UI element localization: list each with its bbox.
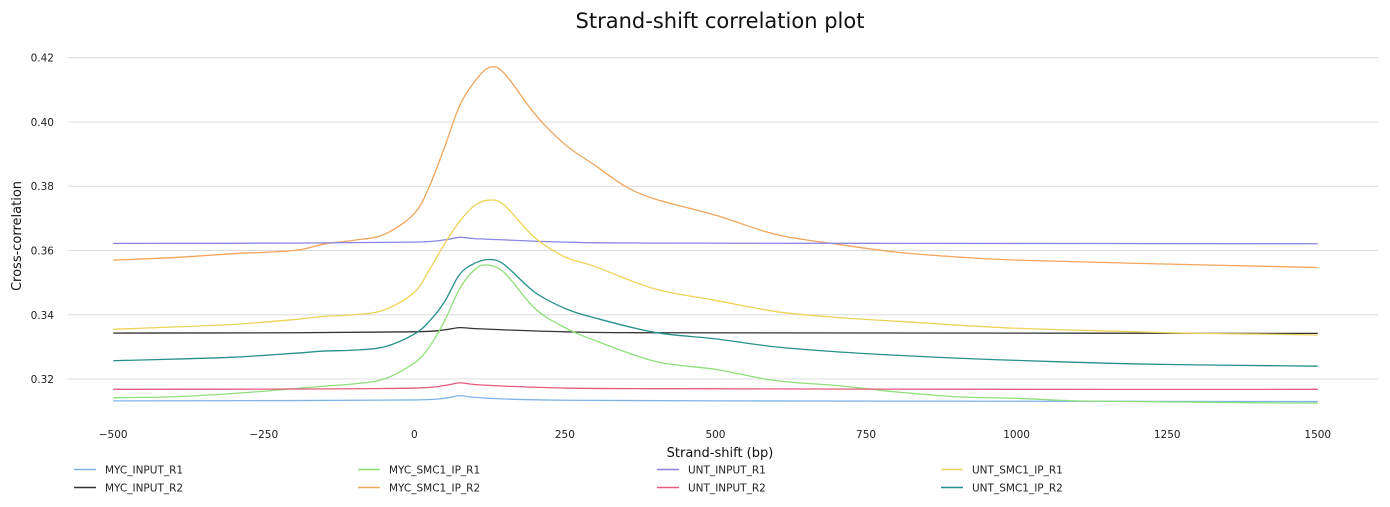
series-lines [113, 66, 1318, 404]
y-tick-label: 0.38 [31, 181, 54, 193]
x-tick-label: 1250 [1154, 429, 1181, 441]
legend-item: MYC_INPUT_R2 [74, 483, 183, 495]
x-axis-label: Strand-shift (bp) [667, 446, 774, 461]
legend-label: MYC_SMC1_IP_R1 [389, 465, 480, 477]
chart-title: Strand-shift correlation plot [576, 9, 865, 33]
y-tick-label: 0.34 [31, 310, 55, 322]
legend-item: UNT_SMC1_IP_R2 [941, 483, 1063, 495]
series-line-myc-smc1-ip-r2 [113, 66, 1318, 269]
y-tick-label: 0.32 [31, 374, 54, 386]
y-tick-label: 0.42 [31, 53, 54, 65]
legend-item: MYC_INPUT_R1 [74, 465, 183, 477]
legend-item: UNT_INPUT_R1 [657, 465, 766, 477]
x-tick-label: 500 [705, 429, 725, 441]
x-tick-label: 250 [555, 429, 575, 441]
legend-label: UNT_INPUT_R2 [688, 483, 766, 495]
y-axis-label: Cross-correlation [10, 181, 25, 291]
grid-lines [68, 57, 1378, 380]
legend-item: UNT_SMC1_IP_R1 [941, 465, 1063, 477]
y-tick-labels: 0.32 0.34 0.36 0.38 0.40 0.42 [31, 53, 55, 386]
series-line-myc-smc1-ip-r1 [113, 264, 1318, 404]
legend-label: MYC_SMC1_IP_R2 [389, 483, 480, 495]
legend-label: MYC_INPUT_R1 [105, 465, 183, 477]
series-line-unt-smc1-ip-r1 [113, 199, 1318, 336]
series-line-unt-input-r1 [113, 236, 1318, 245]
x-tick-label: 1000 [1003, 429, 1030, 441]
x-tick-label: −250 [249, 429, 278, 441]
x-tick-label: 750 [856, 429, 876, 441]
x-tick-label: 0 [411, 429, 418, 441]
series-line-unt-input-r2 [113, 382, 1318, 391]
legend-label: UNT_INPUT_R1 [688, 465, 766, 477]
legend: MYC_INPUT_R1 MYC_INPUT_R2 MYC_SMC1_IP_R1 MY… [74, 465, 1063, 495]
y-tick-label: 0.40 [31, 117, 54, 129]
legend-label: UNT_SMC1_IP_R1 [972, 465, 1063, 477]
series-line-myc-input-r1 [113, 395, 1318, 403]
x-tick-label: 1500 [1304, 429, 1331, 441]
legend-item: UNT_INPUT_R2 [657, 483, 766, 495]
x-tick-label: −500 [99, 429, 128, 441]
legend-label: MYC_INPUT_R2 [105, 483, 183, 495]
y-tick-label: 0.36 [31, 245, 55, 257]
legend-item: MYC_SMC1_IP_R1 [358, 465, 480, 477]
series-line-myc-input-r2 [113, 326, 1318, 335]
series-line-unt-smc1-ip-r2 [113, 258, 1318, 367]
x-tick-labels: −500 −250 0 250 500 750 1000 1250 1500 [99, 429, 1331, 441]
legend-item: MYC_SMC1_IP_R2 [358, 483, 480, 495]
legend-label: UNT_SMC1_IP_R2 [972, 483, 1063, 495]
